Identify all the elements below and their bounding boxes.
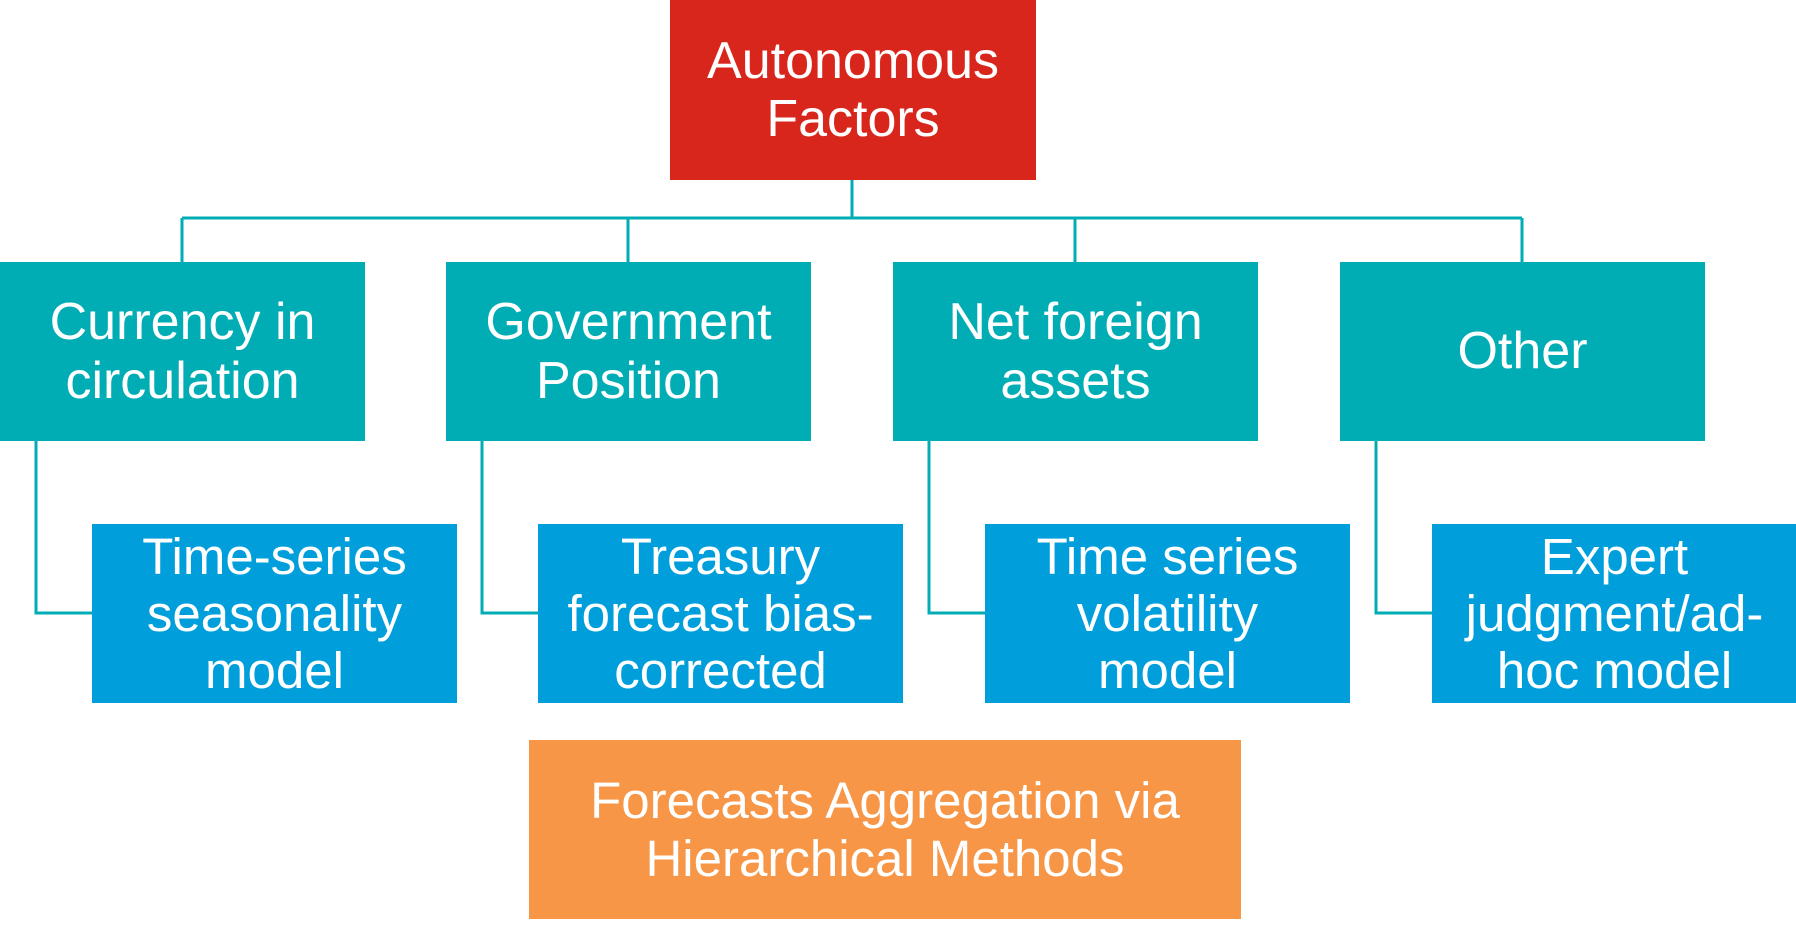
category-node-currency-in-circulation: Currency in circulation: [0, 262, 365, 441]
elbow-connector-1: [34, 441, 92, 615]
method-node-time-series-seasonality: Time-series seasonality model: [92, 524, 457, 703]
method-node-expert-judgment: Expert judgment/ad- hoc model: [1432, 524, 1796, 703]
method-node-treasury-forecast: Treasury forecast bias- corrected: [538, 524, 903, 703]
category-node-government-position: Government Position: [446, 262, 811, 441]
aggregation-node: Forecasts Aggregation via Hierarchical M…: [529, 740, 1241, 919]
category-node-net-foreign-assets: Net foreign assets: [893, 262, 1258, 441]
root-node-autonomous-factors: Autonomous Factors: [670, 0, 1036, 180]
elbow-connector-2: [480, 441, 538, 615]
method-node-time-series-volatility: Time series volatility model: [985, 524, 1350, 703]
elbow-connector-3: [927, 441, 985, 615]
category-node-other: Other: [1340, 262, 1705, 441]
elbow-connector-4: [1374, 441, 1432, 615]
